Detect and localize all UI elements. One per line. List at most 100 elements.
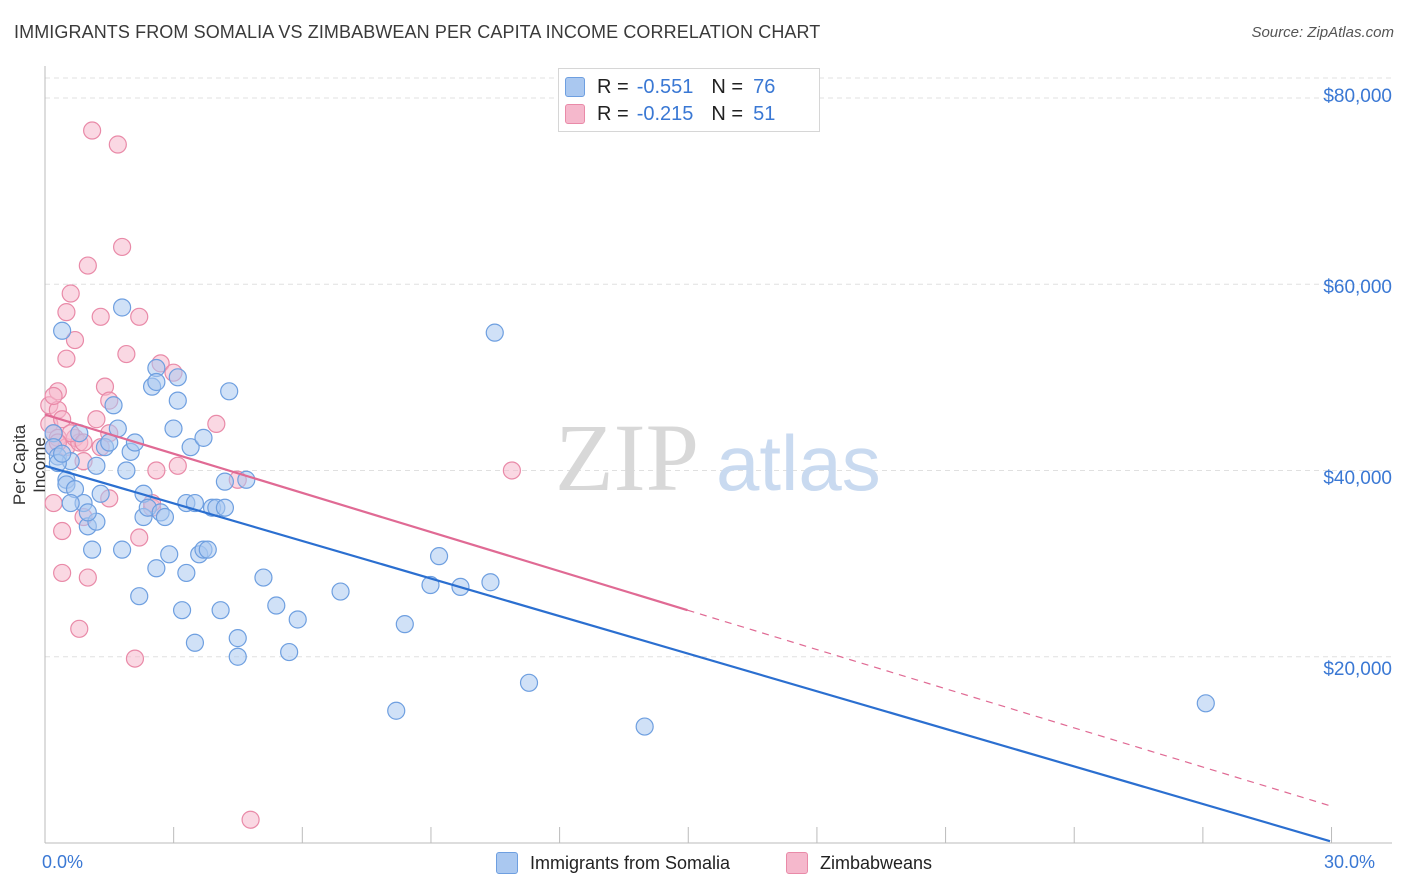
zimbabwe-point xyxy=(57,303,76,322)
y-tick-label: $80,000 xyxy=(1323,86,1392,107)
bottom-legend-swatch-pink xyxy=(786,852,808,874)
zimbabwe-point xyxy=(87,410,106,429)
zimbabwe-point xyxy=(130,307,149,326)
zimbabwe-point xyxy=(147,461,166,480)
zimbabwe-trend-line xyxy=(44,413,688,612)
somalia-point xyxy=(117,461,136,480)
legend-swatch-pink xyxy=(565,104,585,124)
somalia-point xyxy=(194,428,213,447)
somalia-point xyxy=(215,472,234,491)
somalia-point xyxy=(280,642,299,662)
somalia-trend-line xyxy=(44,464,1331,843)
bottom-legend-zimbabwe: Zimbabweans xyxy=(786,852,932,874)
zimbabwe-point xyxy=(91,307,110,326)
somalia-point xyxy=(1196,694,1215,713)
somalia-point xyxy=(147,559,166,578)
somalia-point xyxy=(168,391,187,410)
somalia-point xyxy=(155,507,175,527)
somalia-point xyxy=(215,498,234,517)
somalia-point xyxy=(147,372,166,392)
somalia-point xyxy=(267,596,286,615)
legend-r-value: -0.551 xyxy=(636,75,694,98)
bottom-legend-label: Zimbabweans xyxy=(820,852,933,873)
y-tick-label: $40,000 xyxy=(1323,468,1392,489)
zimbabwe-point xyxy=(83,121,102,140)
somalia-point xyxy=(185,633,205,652)
bottom-legend-swatch-blue xyxy=(496,852,518,874)
y-tick-label: $20,000 xyxy=(1323,659,1392,680)
somalia-point xyxy=(395,615,414,634)
legend-swatch-blue xyxy=(565,77,585,97)
legend-r-label: R = xyxy=(597,102,629,125)
bottom-legend-label: Immigrants from Somalia xyxy=(530,852,731,873)
somalia-point xyxy=(481,573,500,592)
source-label: Source: ZipAtlas.com xyxy=(1251,24,1394,41)
somalia-point xyxy=(220,382,239,401)
somalia-point xyxy=(331,582,350,601)
chart-title: IMMIGRANTS FROM SOMALIA VS ZIMBABWEAN PE… xyxy=(14,22,821,42)
somalia-point xyxy=(198,540,217,559)
zimbabwe-point xyxy=(125,649,145,668)
zimbabwe-point xyxy=(117,344,136,364)
x-tick-label-min: 0.0% xyxy=(42,852,84,872)
somalia-point xyxy=(61,493,80,513)
legend-row-somalia: R = -0.551 N = 76 xyxy=(565,75,776,99)
somalia-point xyxy=(172,601,192,620)
stats-legend: R = -0.551 N = 76 R = -0.215 N = 51 xyxy=(558,68,820,132)
somalia-point xyxy=(519,673,539,692)
somalia-point xyxy=(181,438,200,457)
somalia-point xyxy=(112,298,132,317)
somalia-point xyxy=(87,456,106,475)
somalia-point xyxy=(112,540,132,559)
zimbabwe-point xyxy=(112,237,132,257)
zimbabwe-point xyxy=(168,456,187,475)
zimbabwe-point xyxy=(44,386,63,406)
zimbabwe-point xyxy=(502,461,521,480)
legend-r-label: R = xyxy=(597,75,629,98)
zimbabwe-point xyxy=(78,256,97,275)
y-tick-label: $60,000 xyxy=(1323,277,1392,298)
watermark-atlas: atlas xyxy=(716,419,881,507)
somalia-point xyxy=(168,368,187,387)
zimbabwe-point xyxy=(61,284,80,303)
zimbabwe-point xyxy=(53,521,72,541)
somalia-point xyxy=(211,601,230,620)
somalia-point xyxy=(635,717,654,736)
legend-n-value: 76 xyxy=(753,75,776,98)
legend-n-value: 51 xyxy=(753,102,776,125)
legend-n-label: N = xyxy=(711,102,744,125)
somalia-point xyxy=(228,647,247,666)
zimbabwe-point xyxy=(65,330,85,350)
y-axis-label: Per Capita Income xyxy=(10,424,49,506)
somalia-point xyxy=(254,568,273,587)
zimbabwe-point xyxy=(70,619,89,638)
zimbabwe-point xyxy=(108,135,127,154)
bottom-legend-somalia: Immigrants from Somalia xyxy=(496,852,730,874)
somalia-point xyxy=(91,484,110,503)
somalia-point xyxy=(160,545,179,564)
somalia-point xyxy=(53,321,72,340)
somalia-point xyxy=(228,629,247,648)
somalia-point xyxy=(485,323,504,342)
zimbabwe-point xyxy=(130,528,149,547)
zimbabwe-point xyxy=(53,563,72,583)
watermark-zip: ZIP xyxy=(555,404,699,511)
legend-r-value: -0.215 xyxy=(636,102,694,125)
zimbabwe-point xyxy=(207,414,226,434)
somalia-point xyxy=(177,563,196,583)
somalia-point xyxy=(78,503,97,522)
x-tick-label-max: 30.0% xyxy=(1324,852,1376,872)
somalia-point xyxy=(83,540,102,559)
somalia-point xyxy=(164,419,183,438)
zimbabwe-point xyxy=(78,568,97,587)
somalia-point xyxy=(104,396,123,415)
somalia-point xyxy=(130,587,149,606)
legend-row-zimbabwe: R = -0.215 N = 51 xyxy=(565,102,776,126)
zimbabwe-point xyxy=(241,810,260,829)
somalia-point xyxy=(53,444,72,463)
zimbabwe-trend-extension xyxy=(687,609,1331,807)
zimbabwe-point xyxy=(57,349,76,368)
somalia-point xyxy=(429,547,449,566)
somalia-point xyxy=(288,610,307,629)
